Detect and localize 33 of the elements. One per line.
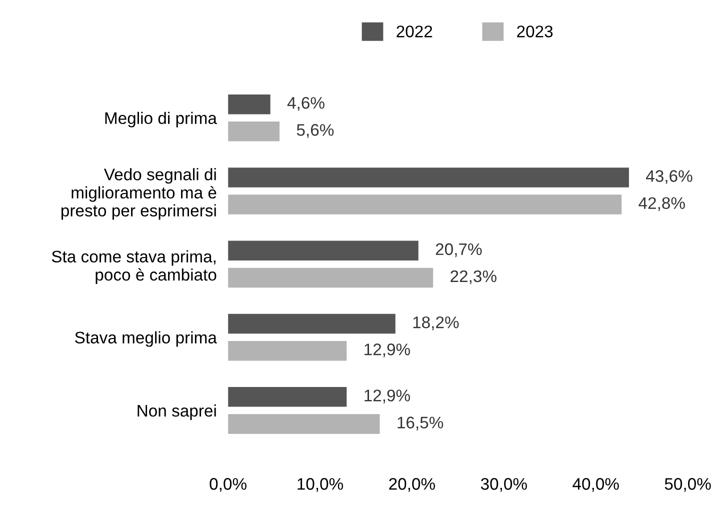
bar bbox=[228, 194, 622, 214]
data-label: 12,9% bbox=[364, 390, 410, 404]
y-tick-label: Meglio di prima bbox=[105, 112, 217, 128]
x-tick-label: 10,0% bbox=[298, 478, 344, 492]
bar bbox=[228, 314, 396, 334]
y-tick-label: Sta come stava prima, poco è cambiato bbox=[52, 250, 216, 284]
legend-label: 2023 bbox=[517, 26, 553, 38]
x-tick-label: 50,0% bbox=[664, 478, 711, 492]
bar bbox=[228, 240, 418, 260]
data-label: 43,6% bbox=[646, 170, 692, 184]
x-tick-label: 0,0% bbox=[210, 478, 246, 492]
data-label: 4,6% bbox=[287, 96, 324, 111]
data-label: 22,3% bbox=[450, 270, 496, 284]
bar bbox=[228, 414, 380, 434]
data-label: 5,6% bbox=[296, 124, 334, 138]
x-tick-label: 30,0% bbox=[480, 478, 527, 492]
legend-label: 2022 bbox=[396, 26, 432, 38]
data-label: 42,8% bbox=[638, 197, 685, 211]
data-label: 20,7% bbox=[436, 243, 482, 258]
data-label: 16,5% bbox=[398, 416, 444, 430]
x-tick-label: 40,0% bbox=[572, 478, 619, 492]
bar bbox=[228, 94, 270, 114]
bar bbox=[228, 268, 434, 288]
bar bbox=[228, 340, 347, 361]
y-tick-label: Stava meglio prima bbox=[75, 331, 217, 347]
bar bbox=[228, 168, 629, 188]
y-tick-label: Non saprei bbox=[138, 404, 216, 420]
data-label: 18,2% bbox=[413, 316, 459, 330]
data-label: 12,9% bbox=[364, 344, 410, 358]
y-tick-label: Vedo segnali di miglioramento ma è presto per esprimersi bbox=[62, 168, 216, 220]
bar bbox=[228, 387, 347, 407]
x-tick-label: 20,0% bbox=[389, 478, 435, 492]
bar bbox=[228, 122, 280, 142]
